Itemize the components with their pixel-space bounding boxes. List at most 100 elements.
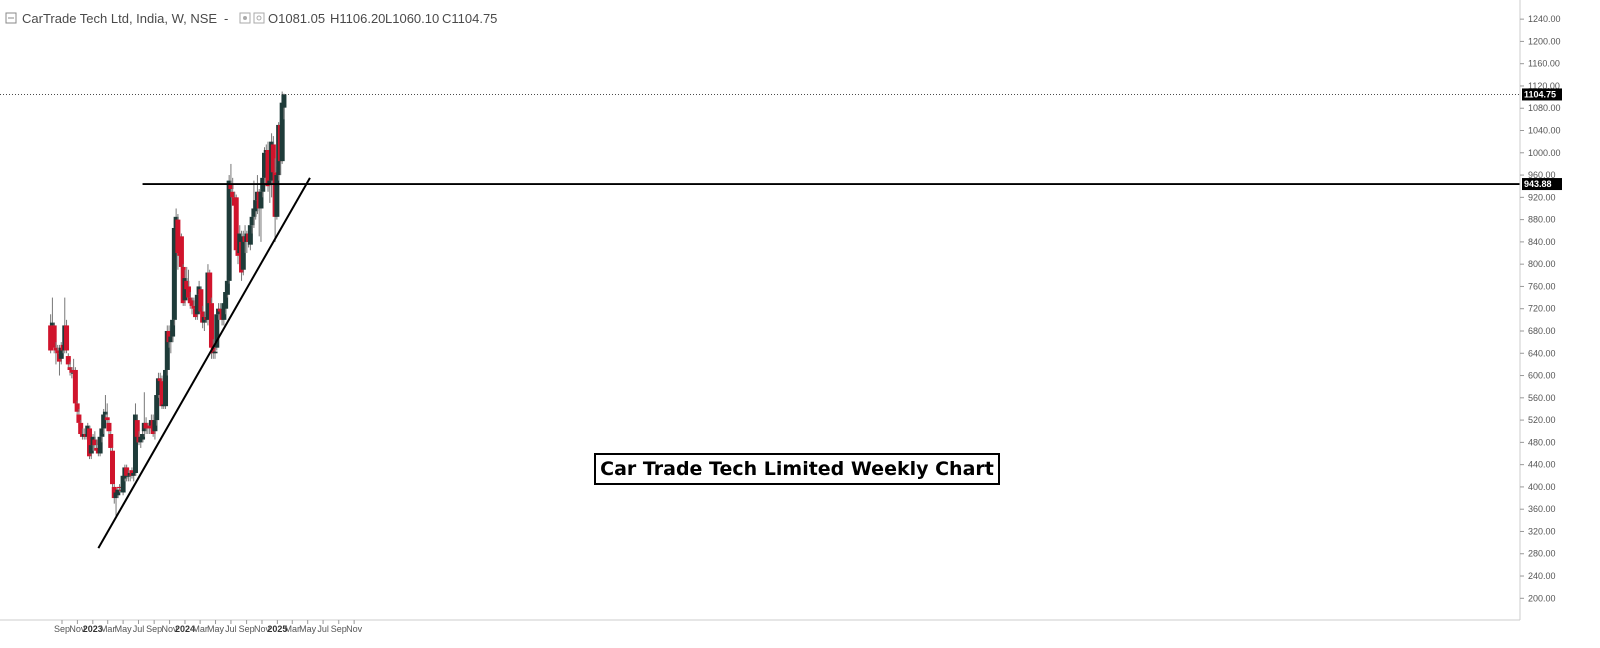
candle: [262, 147, 268, 184]
candle-body: [171, 227, 177, 320]
candle-body: [147, 425, 153, 429]
candle-body: [175, 219, 181, 254]
candle: [233, 194, 239, 256]
candle-body: [132, 414, 138, 473]
candle: [104, 403, 110, 426]
x-tick-label: Sep: [54, 624, 70, 634]
legend-symbol: CarTrade Tech Ltd, India, W, NSE: [22, 11, 217, 26]
candle-body: [159, 381, 165, 407]
candle-body: [74, 403, 80, 412]
settings-icon[interactable]: [253, 12, 265, 24]
candle-body: [228, 183, 234, 189]
candle-body: [108, 434, 114, 448]
candle-body: [194, 294, 200, 315]
resistance-price-tag-label: 943.88: [1524, 179, 1552, 189]
drawings: [0, 94, 1520, 549]
candle-body: [224, 280, 230, 295]
y-tick-label: 600.00: [1528, 371, 1556, 381]
ascending-trendline: [97, 177, 311, 549]
candle-body: [207, 272, 213, 304]
legend-open: O1081.05: [268, 11, 325, 26]
price-axis[interactable]: 200.00 240.00 280.00 320.00 360.00 400.00 440.…: [1519, 0, 1600, 648]
candle-body: [270, 144, 276, 173]
candle-body: [262, 152, 268, 178]
candle-body: [208, 303, 214, 348]
candle-body: [217, 308, 223, 312]
candle-body: [117, 486, 123, 489]
candle-body: [97, 436, 103, 454]
x-tick-label: Nov: [254, 624, 271, 634]
candle-body: [76, 414, 82, 423]
candle-body: [67, 367, 73, 370]
candle-body: [168, 336, 174, 343]
candle-body: [226, 180, 232, 281]
x-tick-label: Sep: [331, 624, 347, 634]
x-tick-label: Jul: [133, 624, 145, 634]
y-tick-label: 280.00: [1528, 549, 1556, 559]
y-tick-label: 760.00: [1528, 281, 1556, 291]
candle: [154, 392, 160, 426]
candle-body: [152, 420, 158, 432]
chart-title-box: Car Trade Tech Limited Weekly Chart: [594, 453, 1000, 485]
candle: [207, 269, 213, 309]
candle-body: [124, 467, 130, 476]
candle-body: [111, 486, 117, 499]
candle: [198, 286, 204, 315]
candle-body: [212, 351, 218, 354]
candle: [110, 447, 115, 487]
candle-body: [163, 369, 169, 407]
candle: [228, 163, 234, 195]
candle: [132, 403, 138, 476]
candle-body: [253, 200, 259, 212]
chart-legend: CarTrade Tech Ltd, India, W, NSE - O1081…: [5, 11, 497, 26]
y-tick-label: 1080.00: [1528, 103, 1561, 113]
y-tick-label: 1000.00: [1528, 148, 1561, 158]
candle-body: [187, 297, 193, 304]
candle-body: [55, 350, 61, 354]
x-tick-label: Mar: [192, 624, 208, 634]
y-tick-label: 840.00: [1528, 237, 1556, 247]
candle-body: [65, 356, 71, 365]
y-tick-label: 1120.00: [1528, 81, 1560, 91]
y-tick-label: 1200.00: [1528, 36, 1561, 46]
candle: [171, 219, 177, 326]
candle-body: [281, 94, 287, 108]
candle-body: [210, 347, 216, 354]
y-tick-label: 440.00: [1528, 460, 1556, 470]
candle: [155, 372, 161, 398]
candle-body: [184, 280, 190, 290]
y-tick-label: 920.00: [1528, 192, 1556, 202]
candle-body: [240, 236, 246, 270]
candle: [124, 464, 130, 482]
legend-low: L1060.10: [385, 11, 439, 26]
y-tick-label: 1240.00: [1528, 14, 1561, 24]
candle-body: [72, 369, 78, 404]
candle: [270, 136, 276, 178]
last-price-tag-label: 1104.75: [1524, 89, 1556, 99]
y-tick-label: 640.00: [1528, 348, 1556, 358]
candle-body: [198, 289, 204, 312]
candle: [67, 361, 73, 376]
x-tick-label: May: [299, 624, 317, 634]
candle: [92, 431, 98, 448]
x-tick-label: Jul: [317, 624, 329, 634]
last-price-tag: 1104.75: [1522, 88, 1562, 101]
collapse-legend-icon[interactable]: [5, 12, 17, 24]
x-tick-label: Nov: [346, 624, 363, 634]
y-tick-label: 360.00: [1528, 504, 1556, 514]
candle-body: [186, 286, 192, 298]
chart-title: Car Trade Tech Limited Weekly Chart: [600, 458, 994, 480]
candle-body: [115, 489, 121, 496]
candle-body: [51, 325, 57, 348]
candle: [274, 166, 280, 220]
candle: [152, 417, 158, 440]
y-tick-label: 200.00: [1528, 593, 1556, 603]
eye-icon[interactable]: [239, 12, 251, 24]
candle-body: [223, 292, 229, 309]
candle: [159, 375, 165, 409]
candle-body: [251, 208, 257, 217]
y-tick-label: 960.00: [1528, 170, 1556, 180]
